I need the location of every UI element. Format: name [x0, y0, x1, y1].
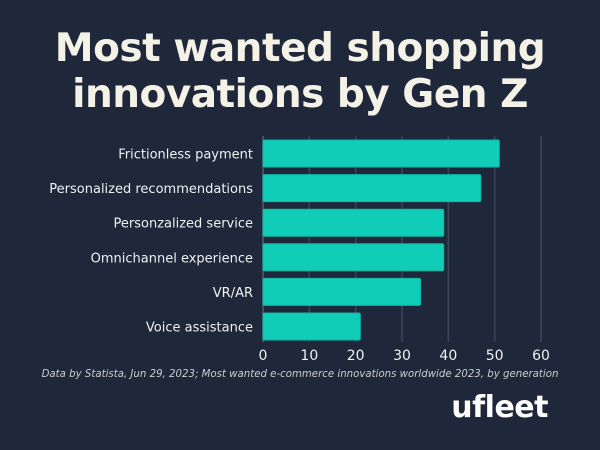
category-label: Personalized recommendations [49, 182, 253, 197]
x-tick-label: 10 [300, 348, 318, 364]
bar [262, 243, 445, 272]
bar [262, 208, 445, 237]
x-tick-label: 20 [347, 348, 365, 364]
x-tick-label: 30 [393, 348, 411, 364]
bar [262, 139, 500, 168]
category-label: Voice assistance [146, 321, 253, 336]
x-tick-label: 50 [486, 348, 504, 364]
source-note: Data by Statista, Jun 29, 2023; Most wan… [41, 369, 559, 380]
category-label: VR/AR [213, 286, 253, 301]
bar [262, 312, 361, 341]
bar [262, 277, 422, 306]
chart-title: Most wanted shopping innovations by Gen … [54, 26, 546, 117]
x-tick-label: 40 [439, 348, 457, 364]
x-tick-label: 60 [532, 348, 550, 364]
category-label: Personzalized service [114, 217, 253, 232]
bar [262, 174, 482, 203]
category-label: Omnichannel experience [91, 251, 253, 266]
category-label: Frictionless payment [118, 148, 253, 163]
ufleet-logo: ufleet [451, 390, 548, 425]
x-tick-label: 0 [259, 348, 268, 364]
